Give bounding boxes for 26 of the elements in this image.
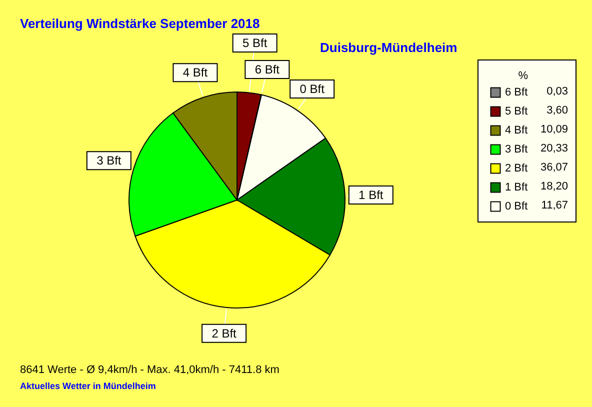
data-label: 3,60 xyxy=(546,104,568,117)
legend-label: 5 Bft xyxy=(505,106,528,118)
slice-label: 0 Bft xyxy=(300,82,326,96)
legend-label: 6 Bft xyxy=(505,86,528,98)
slice-label: 3 Bft xyxy=(96,154,122,168)
data-label: 0,03 xyxy=(546,86,568,98)
data-label: 18,20 xyxy=(540,180,568,193)
slice-label: 5 Bft xyxy=(242,36,268,50)
text: Aktuelles Wetter in Mündelheim xyxy=(20,381,156,391)
legend-label: 1 Bft xyxy=(505,182,528,194)
data-label: 36,07 xyxy=(540,162,568,174)
legend-label: 0 Bft xyxy=(505,200,528,212)
data-label: 11,67 xyxy=(541,200,568,212)
slice-label: 6 Bft xyxy=(254,62,280,76)
legend-title: % xyxy=(518,70,528,82)
legend-label: 3 Bft xyxy=(505,144,528,156)
data-label: 10,09 xyxy=(540,124,568,136)
data-label: 20,33 xyxy=(540,142,568,155)
slice-label: 2 Bft xyxy=(212,326,238,340)
text: 8641 Werte - Ø 9,4km/h - Max. 41,0km/h - 7411.8 km xyxy=(20,364,280,376)
slice-label: 4 Bft xyxy=(182,66,208,80)
slice-label: 1 Bft xyxy=(358,188,384,202)
legend-label: 2 Bft xyxy=(505,162,528,174)
chart-subtitle: Duisburg-Mündelheim xyxy=(320,40,458,55)
legend-label: 4 Bft xyxy=(505,124,528,136)
chart-title: Verteilung Windstärke September 2018 xyxy=(20,16,260,31)
